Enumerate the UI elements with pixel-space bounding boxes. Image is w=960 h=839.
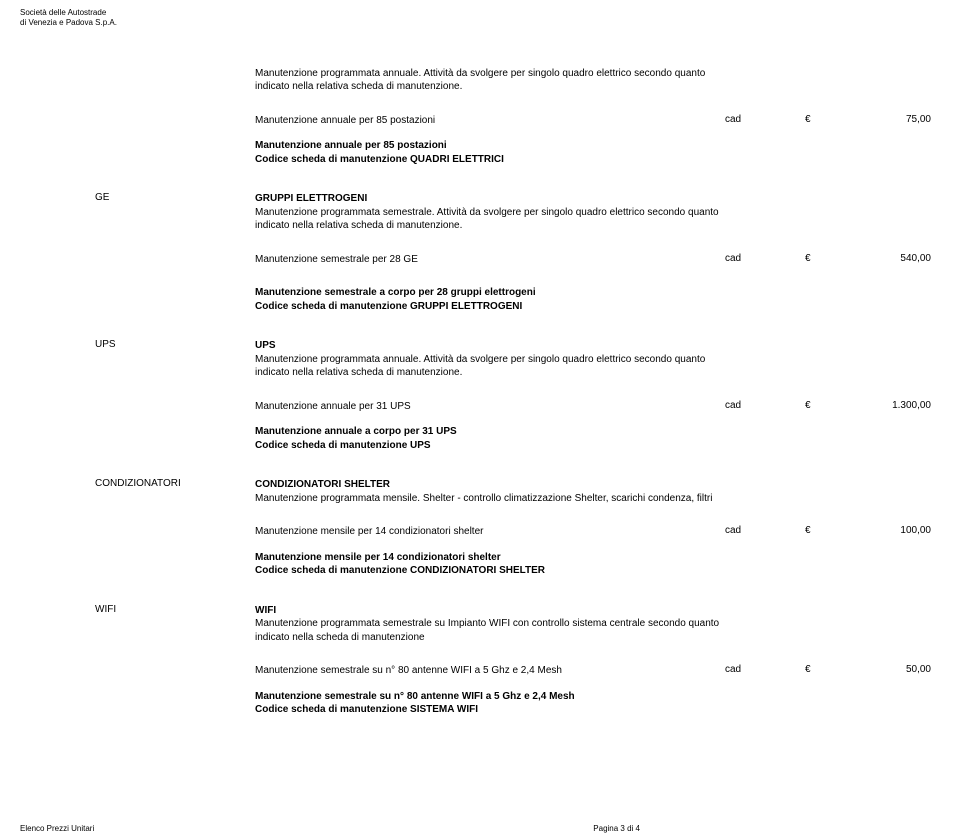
bold-row-2: Codice scheda di manutenzione QUADRI ELE…	[95, 153, 940, 167]
price-description: Manutenzione mensile per 14 condizionato…	[255, 525, 725, 539]
currency-label: €	[805, 400, 835, 411]
section-intro-text: Manutenzione programmata annuale. Attivi…	[255, 67, 725, 94]
bold-row-1: Manutenzione annuale per 85 postazioni	[95, 139, 940, 153]
price-description: Manutenzione semestrale su n° 80 antenne…	[255, 664, 725, 678]
price-value: 1.300,00	[835, 400, 935, 411]
document-header: Società delle Autostrade di Venezia e Pa…	[20, 8, 940, 29]
bold-row-2: Codice scheda di manutenzione UPS	[95, 439, 940, 453]
bold-row-1: Manutenzione semestrale su n° 80 antenne…	[95, 690, 940, 704]
bold-text: Codice scheda di manutenzione SISTEMA WI…	[255, 703, 725, 717]
unit-label: cad	[725, 400, 805, 411]
section-intro-text: Manutenzione programmata mensile. Shelte…	[255, 492, 725, 506]
section-intro-text: Manutenzione programmata semestrale. Att…	[255, 206, 725, 233]
section-title: WIFI	[255, 604, 725, 618]
bold-row-2: Codice scheda di manutenzione CONDIZIONA…	[95, 564, 940, 578]
bold-text: Codice scheda di manutenzione GRUPPI ELE…	[255, 300, 725, 314]
bold-text: Codice scheda di manutenzione UPS	[255, 439, 725, 453]
section-header-row: UPS UPS	[95, 339, 940, 353]
price-row: Manutenzione semestrale per 28 GE cad € …	[95, 253, 940, 267]
price-row: Manutenzione annuale per 31 UPS cad € 1.…	[95, 400, 940, 414]
bold-text: Codice scheda di manutenzione QUADRI ELE…	[255, 153, 725, 167]
header-line-1: Società delle Autostrade	[20, 8, 940, 18]
price-description: Manutenzione semestrale per 28 GE	[255, 253, 725, 267]
unit-label: cad	[725, 525, 805, 536]
bold-row-1: Manutenzione semestrale a corpo per 28 g…	[95, 286, 940, 300]
bold-text: Manutenzione semestrale a corpo per 28 g…	[255, 286, 725, 300]
section-intro-row: Manutenzione programmata semestrale. Att…	[95, 206, 940, 233]
price-row: Manutenzione mensile per 14 condizionato…	[95, 525, 940, 539]
bold-text: Manutenzione annuale per 85 postazioni	[255, 139, 725, 153]
footer-left: Elenco Prezzi Unitari	[20, 824, 94, 833]
section-intro-row: Manutenzione programmata annuale. Attivi…	[95, 353, 940, 380]
section-intro-row: Manutenzione programmata semestrale su I…	[95, 617, 940, 644]
document-content: Manutenzione programmata annuale. Attivi…	[95, 67, 940, 717]
section-title: CONDIZIONATORI SHELTER	[255, 478, 725, 492]
header-line-2: di Venezia e Padova S.p.A.	[20, 18, 940, 28]
bold-row-2: Codice scheda di manutenzione SISTEMA WI…	[95, 703, 940, 717]
section-code: UPS	[95, 339, 255, 350]
price-value: 100,00	[835, 525, 935, 536]
price-value: 50,00	[835, 664, 935, 675]
currency-label: €	[805, 114, 835, 125]
section-title: GRUPPI ELETTROGENI	[255, 192, 725, 206]
currency-label: €	[805, 525, 835, 536]
bold-text: Manutenzione annuale a corpo per 31 UPS	[255, 425, 725, 439]
bold-row-2: Codice scheda di manutenzione GRUPPI ELE…	[95, 300, 940, 314]
unit-label: cad	[725, 114, 805, 125]
section-code: GE	[95, 192, 255, 203]
section-header-row: CONDIZIONATORI CONDIZIONATORI SHELTER	[95, 478, 940, 492]
footer-right: Pagina 3 di 4	[593, 824, 640, 833]
price-value: 75,00	[835, 114, 935, 125]
price-description: Manutenzione annuale per 31 UPS	[255, 400, 725, 414]
unit-label: cad	[725, 664, 805, 675]
bold-text: Codice scheda di manutenzione CONDIZIONA…	[255, 564, 725, 578]
price-row: Manutenzione annuale per 85 postazioni c…	[95, 114, 940, 128]
bold-text: Manutenzione mensile per 14 condizionato…	[255, 551, 725, 565]
bold-text: Manutenzione semestrale su n° 80 antenne…	[255, 690, 725, 704]
section-intro-text: Manutenzione programmata annuale. Attivi…	[255, 353, 725, 380]
section-code: WIFI	[95, 604, 255, 615]
section-intro-row: Manutenzione programmata mensile. Shelte…	[95, 492, 940, 506]
section-intro-text: Manutenzione programmata semestrale su I…	[255, 617, 725, 644]
unit-label: cad	[725, 253, 805, 264]
price-description: Manutenzione annuale per 85 postazioni	[255, 114, 725, 128]
section-header-row: GE GRUPPI ELETTROGENI	[95, 192, 940, 206]
bold-row-1: Manutenzione annuale a corpo per 31 UPS	[95, 425, 940, 439]
section-code: CONDIZIONATORI	[95, 478, 255, 489]
section-header-row: WIFI WIFI	[95, 604, 940, 618]
price-value: 540,00	[835, 253, 935, 264]
section-title: UPS	[255, 339, 725, 353]
bold-row-1: Manutenzione mensile per 14 condizionato…	[95, 551, 940, 565]
section-intro-row: Manutenzione programmata annuale. Attivi…	[95, 67, 940, 94]
currency-label: €	[805, 253, 835, 264]
price-row: Manutenzione semestrale su n° 80 antenne…	[95, 664, 940, 678]
currency-label: €	[805, 664, 835, 675]
document-footer: Elenco Prezzi Unitari Pagina 3 di 4	[20, 824, 940, 833]
